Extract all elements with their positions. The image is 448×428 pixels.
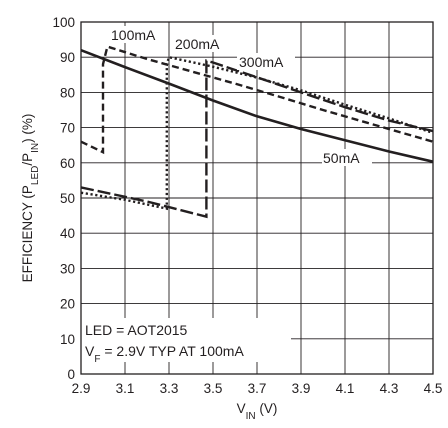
x-tick-label: 3.1 xyxy=(116,381,135,396)
x-tick-label: 3.3 xyxy=(160,381,179,396)
series-label-300mA: 300mA xyxy=(239,54,284,70)
y-tick-label: 80 xyxy=(60,85,75,100)
label-bg-50mA xyxy=(322,149,372,166)
y-tick-label: 90 xyxy=(60,50,75,65)
x-tick-label: 4.1 xyxy=(336,381,355,396)
led-info-box xyxy=(81,318,291,362)
y-tick-labels: 0 10 20 30 40 50 60 70 80 90 100 xyxy=(52,15,75,382)
x-tick-label: 3.5 xyxy=(204,381,223,396)
x-tick-label: 3.7 xyxy=(248,381,267,396)
series-label-50mA: 50mA xyxy=(323,150,360,166)
label-bg-200mA xyxy=(173,35,231,52)
y-tick-label: 70 xyxy=(60,121,75,136)
x-tick-label: 4.3 xyxy=(380,381,399,396)
y-axis-label: EFFICIENCY (PLED/PIN) (%) xyxy=(20,114,41,283)
label-bg-300mA xyxy=(237,53,295,70)
y-tick-label: 0 xyxy=(67,367,75,382)
series-lines xyxy=(80,45,434,219)
series-line-100mA xyxy=(80,45,434,155)
y-tick-label: 30 xyxy=(60,261,75,276)
x-tick-label: 3.9 xyxy=(292,381,311,396)
y-tick-label: 10 xyxy=(60,332,75,347)
x-tick-labels: 2.9 3.1 3.3 3.5 3.7 3.9 4.1 4.3 4.5 xyxy=(72,381,443,396)
series-line-200mA xyxy=(80,55,434,211)
series-label-200mA: 200mA xyxy=(175,36,220,52)
series-line-50mA xyxy=(80,48,434,163)
series-line-300mA xyxy=(80,59,434,219)
label-bg-100mA xyxy=(109,26,167,43)
led-info-line2: VF = 2.9V TYP AT 100mA xyxy=(85,343,244,365)
x-axis-label: VIN (V) xyxy=(237,401,278,422)
y-tick-label: 20 xyxy=(60,297,75,312)
y-tick-label: 50 xyxy=(60,191,75,206)
y-tick-label: 100 xyxy=(52,15,75,30)
led-info-line1: LED = AOT2015 xyxy=(85,322,188,338)
x-tick-label: 2.9 xyxy=(72,381,91,396)
x-tick-label: 4.5 xyxy=(424,381,443,396)
y-tick-label: 60 xyxy=(60,156,75,171)
series-label-100mA: 100mA xyxy=(111,27,156,43)
plot-frame xyxy=(80,21,434,375)
y-tick-label: 40 xyxy=(60,226,75,241)
